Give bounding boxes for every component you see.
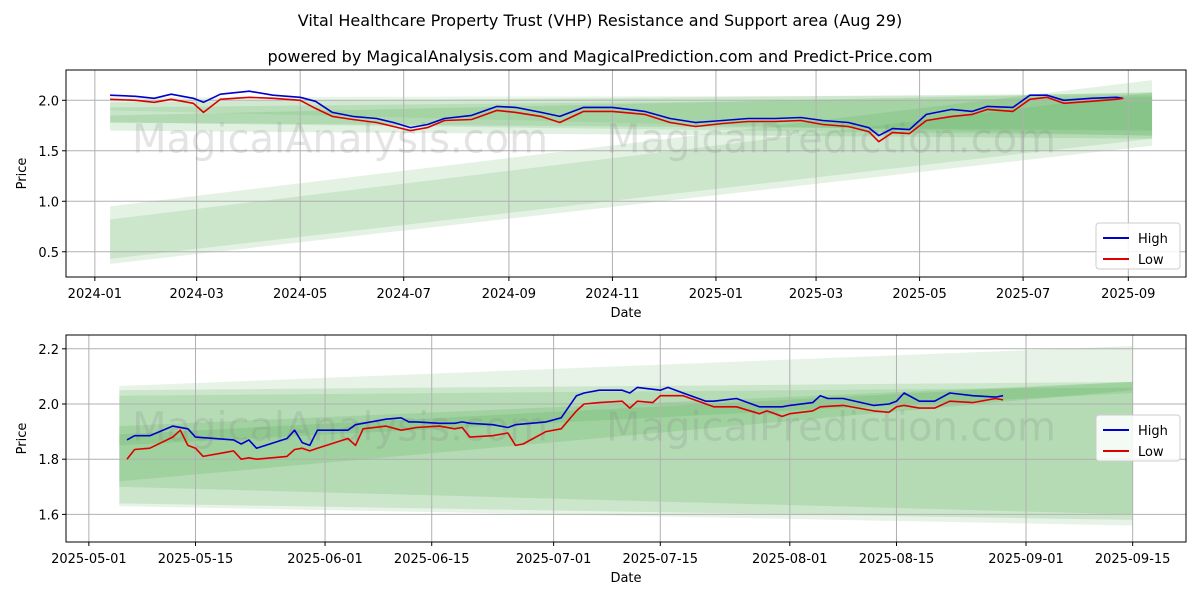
y-tick-label: 1.5: [38, 145, 59, 160]
support-resistance-band: [119, 381, 1133, 520]
y-tick-label: 1.8: [38, 453, 59, 468]
x-tick-label: 2025-06-15: [394, 552, 470, 567]
y-tick-label: 2.0: [38, 94, 59, 109]
support-resistance-band: [119, 346, 1133, 526]
series-line-low: [126, 394, 1004, 461]
y-tick-label: 2.2: [38, 343, 59, 358]
series-line-high: [110, 90, 1124, 137]
support-resistance-band: [110, 80, 1153, 264]
x-tick-label: 2025-05-15: [158, 552, 234, 567]
watermark-left: MagicalAnalysis.com: [132, 117, 548, 163]
x-tick-label: 2025-05: [892, 287, 946, 302]
y-tick-label: 2.0: [38, 398, 59, 413]
x-tick-label: 2024-03: [170, 287, 224, 302]
plot-frame: [65, 69, 1187, 278]
y-axis-label: Price: [15, 423, 30, 455]
legend-label-high: High: [1138, 232, 1168, 247]
x-tick-label: 2025-09: [1101, 287, 1155, 302]
legend-box: [1095, 414, 1181, 462]
watermark-left: MagicalAnalysis.com: [132, 405, 548, 451]
legend-label-high: High: [1138, 424, 1168, 439]
watermark-right: MagicalPrediction.com: [606, 405, 1056, 451]
legend-box: [1095, 222, 1181, 270]
x-axis-label: Date: [610, 571, 641, 586]
x-tick-label: 2025-08-01: [752, 552, 828, 567]
support-resistance-band: [119, 381, 1133, 482]
x-tick-label: 2025-05-01: [51, 552, 127, 567]
support-resistance-band: [110, 95, 1153, 136]
plot-area: [66, 335, 1186, 542]
x-tick-label: 2025-01: [689, 287, 743, 302]
plot-area: [66, 70, 1186, 277]
plot-frame: [65, 334, 1187, 543]
x-tick-label: 2025-09-15: [1095, 552, 1171, 567]
support-resistance-band: [110, 97, 1153, 136]
x-tick-label: 2025-07-01: [516, 552, 592, 567]
x-tick-label: 2025-06-01: [287, 552, 363, 567]
x-tick-label: 2024-01: [68, 287, 122, 302]
chart-title: Vital Healthcare Property Trust (VHP) Re…: [298, 11, 903, 30]
x-tick-label: 2025-03: [789, 287, 843, 302]
legend-label-low: Low: [1138, 445, 1164, 460]
y-tick-label: 1.6: [38, 508, 59, 523]
chart-subtitle: powered by MagicalAnalysis.com and Magic…: [267, 47, 932, 66]
legend-label-low: Low: [1138, 253, 1164, 268]
x-tick-label: 2024-09: [482, 287, 536, 302]
x-tick-label: 2025-08-15: [859, 552, 935, 567]
support-resistance-band: [119, 387, 1133, 446]
y-tick-label: 0.5: [38, 246, 59, 261]
support-resistance-band: [119, 381, 1133, 515]
y-axis-label: Price: [15, 158, 30, 190]
x-axis-label: Date: [610, 306, 641, 321]
top-chart-panel: 2024-01 2024-03 2024-05 2024-07 2024-09 2024-…: [15, 69, 1187, 321]
series-line-high: [126, 386, 1004, 450]
support-resistance-band: [110, 93, 1153, 139]
x-tick-label: 2024-07: [377, 287, 431, 302]
x-tick-label: 2025-07-15: [623, 552, 699, 567]
bottom-chart-panel: 2025-05-01 2025-05-15 2025-06-01 2025-06-15…: [15, 334, 1187, 586]
x-tick-label: 2024-05: [273, 287, 327, 302]
x-tick-label: 2025-09-01: [988, 552, 1064, 567]
x-tick-label: 2024-11: [585, 287, 639, 302]
x-tick-label: 2025-07: [996, 287, 1050, 302]
series-line-low: [110, 96, 1124, 143]
y-tick-label: 1.0: [38, 195, 59, 210]
